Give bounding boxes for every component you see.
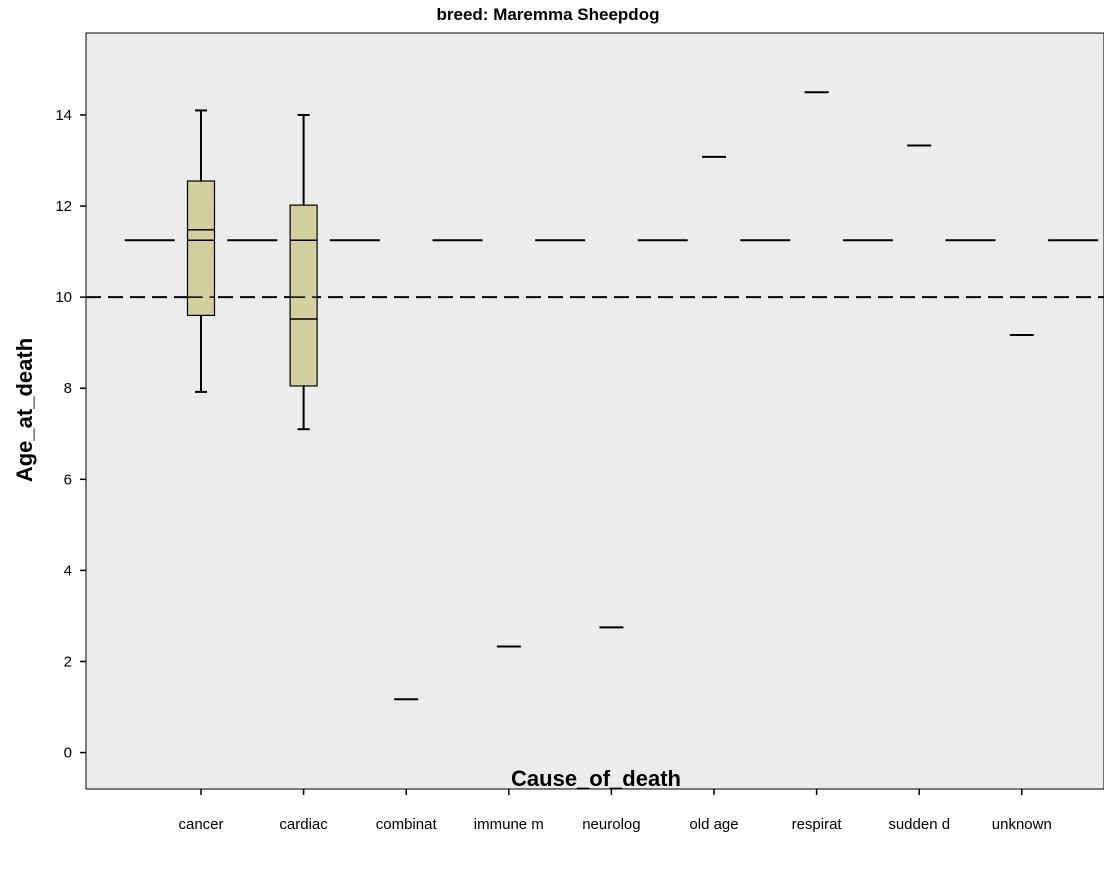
x-tick-label: cancer xyxy=(178,816,223,833)
y-tick-label: 4 xyxy=(64,562,72,579)
x-axis: cancer cardiac combinat immune m neurolog old… xyxy=(178,789,1052,833)
y-tick-label: 2 xyxy=(64,653,72,670)
y-tick-label: 6 xyxy=(64,471,72,488)
y-tick-label: 12 xyxy=(55,198,72,215)
chart-title: breed: Maremma Sheepdog xyxy=(437,5,660,24)
box-cancer xyxy=(186,180,216,316)
x-tick-label: combinat xyxy=(376,816,438,833)
reference-lines xyxy=(86,239,1104,299)
y-tick-label: 0 xyxy=(64,745,72,762)
y-axis-title: Age_at_death xyxy=(12,338,37,482)
y-tick-label: 14 xyxy=(55,107,72,124)
x-tick-label: unknown xyxy=(992,816,1052,833)
y-tick-label: 8 xyxy=(64,380,72,397)
x-tick-label: sudden d xyxy=(888,816,950,833)
y-axis: 0 2 4 6 8 10 12 14 xyxy=(55,107,86,762)
plot-area xyxy=(85,32,1104,790)
x-tick-label: respirat xyxy=(792,816,843,833)
y-tick-label: 10 xyxy=(55,289,72,306)
box-cardiac xyxy=(289,204,318,387)
box-series xyxy=(186,109,318,431)
x-tick-label: old age xyxy=(689,816,738,833)
x-tick-label: neurolog xyxy=(582,816,640,833)
x-tick-label: cardiac xyxy=(279,816,328,833)
single-value-series xyxy=(394,91,1034,701)
x-axis-title: Cause_of_death xyxy=(511,766,681,791)
x-tick-label: immune m xyxy=(474,816,544,833)
